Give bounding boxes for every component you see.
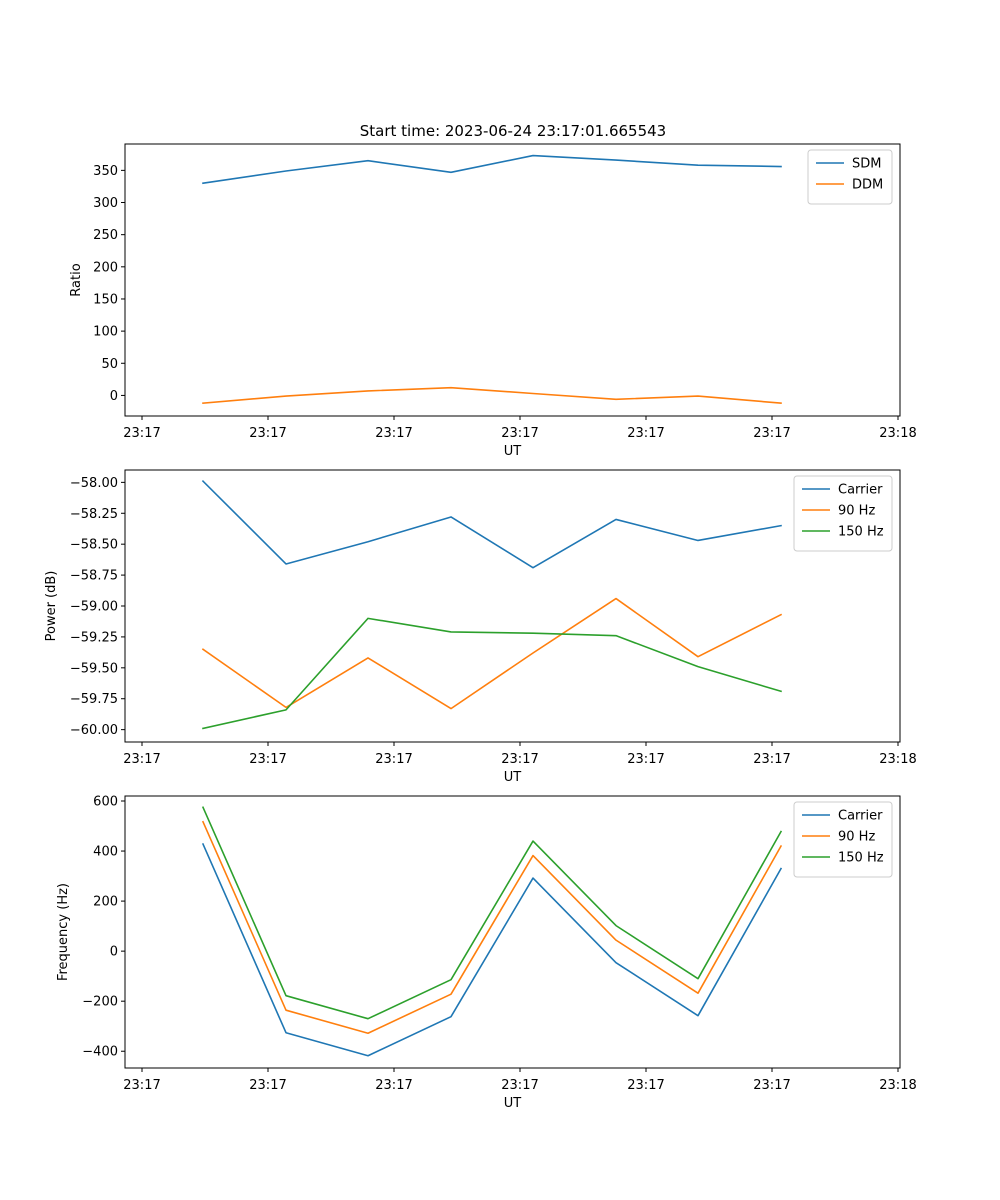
- legend-label: 150 Hz: [838, 525, 884, 540]
- x-tick-label: 23:17: [627, 426, 664, 441]
- legend-label: 150 Hz: [838, 851, 884, 866]
- x-tick-label: 23:17: [753, 752, 790, 767]
- series-line-ddm: [202, 386, 782, 405]
- y-tick-label: 50: [101, 357, 118, 372]
- x-tick-label: 23:17: [753, 1078, 790, 1093]
- x-tick-label: 23:18: [879, 426, 916, 441]
- x-tick-label: 23:17: [753, 426, 790, 441]
- plot-frame: [124, 143, 901, 417]
- y-tick-label: 250: [93, 228, 118, 243]
- legend-label: SDM: [852, 157, 881, 172]
- series-line-carrier: [201, 842, 783, 1057]
- legend-label: Carrier: [838, 809, 883, 824]
- x-tick-label: 23:17: [375, 426, 412, 441]
- y-tick-label: 200: [93, 895, 118, 910]
- y-tick-label: 0: [110, 389, 118, 404]
- series-line-sdm: [202, 154, 782, 185]
- legend-label: 90 Hz: [838, 504, 875, 519]
- y-tick-label: 150: [93, 292, 118, 307]
- x-tick-label: 23:17: [627, 1078, 664, 1093]
- x-tick-label: 23:17: [123, 1078, 160, 1093]
- x-axis-label: UT: [504, 444, 522, 459]
- x-axis-label: UT: [504, 770, 522, 785]
- legend-box: [793, 475, 893, 552]
- subplot-2: −60.00 −59.75 −59.50 −59.25 −59.00 −58.75 −58.…: [44, 469, 917, 785]
- y-tick-label: 300: [93, 196, 118, 211]
- y-tick-label: −60.00: [70, 723, 118, 738]
- x-tick-label: 23:17: [123, 752, 160, 767]
- x-tick-label: 23:17: [249, 426, 286, 441]
- y-tick-label: −58.25: [70, 507, 118, 522]
- y-axis-label: Ratio: [69, 263, 84, 296]
- series-line-90-hz: [201, 597, 783, 710]
- y-axis-label: Frequency (Hz): [56, 883, 71, 981]
- x-tick-label: 23:17: [249, 1078, 286, 1093]
- y-tick-label: −59.25: [70, 630, 118, 645]
- y-axis-label: Power (dB): [44, 571, 59, 642]
- figure-title: Start time: 2023-06-24 23:17:01.665543: [360, 122, 666, 140]
- series-line-90-hz: [201, 820, 783, 1035]
- y-tick-label: −59.50: [70, 661, 118, 676]
- subplot-3: −400 −200 0 200 400 600 23:17 23:17 23:17 23:17 23…: [56, 795, 917, 1111]
- legend-label: 90 Hz: [838, 830, 875, 845]
- y-tick-label: −58.75: [70, 569, 118, 584]
- y-tick-label: −58.00: [70, 476, 118, 491]
- legend: Carrier 90 Hz 150 Hz: [793, 801, 893, 878]
- y-tick-label: 400: [93, 845, 118, 860]
- subplot-1: 0 50 100 150 200 250 300 350 23:17 23:17 23:17 23:1…: [69, 143, 917, 459]
- plot-frame: [124, 795, 901, 1069]
- legend-label: DDM: [852, 178, 883, 193]
- series-line-150-hz: [201, 806, 783, 1020]
- y-tick-label: −59.75: [70, 692, 118, 707]
- x-tick-label: 23:18: [879, 1078, 916, 1093]
- y-tick-label: −400: [82, 1045, 118, 1060]
- legend: SDM DDM: [807, 149, 893, 205]
- x-tick-label: 23:17: [249, 752, 286, 767]
- x-tick-label: 23:17: [375, 1078, 412, 1093]
- series-line-carrier: [201, 479, 782, 569]
- x-tick-label: 23:17: [501, 752, 538, 767]
- x-tick-label: 23:18: [879, 752, 916, 767]
- x-tick-label: 23:17: [375, 752, 412, 767]
- y-tick-label: −59.00: [70, 600, 118, 615]
- y-tick-label: −58.50: [70, 538, 118, 553]
- y-tick-label: 350: [93, 164, 118, 179]
- legend-box: [793, 801, 893, 878]
- x-tick-label: 23:17: [627, 752, 664, 767]
- x-tick-label: 23:17: [123, 426, 160, 441]
- legend-label: Carrier: [838, 483, 883, 498]
- legend: Carrier 90 Hz 150 Hz: [793, 475, 893, 552]
- plot-frame: [124, 469, 901, 743]
- y-tick-label: 600: [93, 795, 118, 810]
- x-tick-label: 23:17: [501, 1078, 538, 1093]
- y-tick-label: 200: [93, 260, 118, 275]
- y-tick-label: 0: [110, 945, 118, 960]
- x-tick-label: 23:17: [501, 426, 538, 441]
- x-axis-label: UT: [504, 1096, 522, 1111]
- y-tick-label: 100: [93, 325, 118, 340]
- series-line-150-hz: [202, 617, 782, 730]
- y-tick-label: −200: [82, 995, 118, 1010]
